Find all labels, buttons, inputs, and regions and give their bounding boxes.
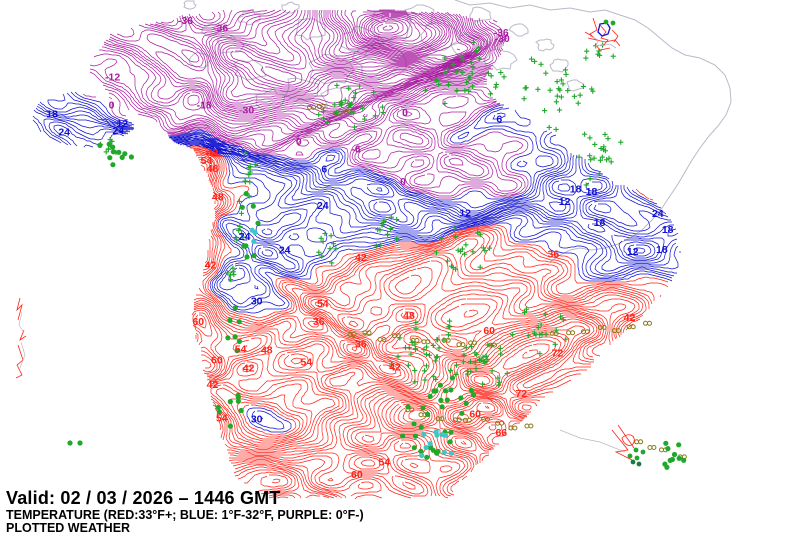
svg-text:0: 0 [402, 107, 408, 119]
svg-text:60: 60 [469, 408, 481, 420]
svg-text:-18: -18 [197, 99, 212, 111]
svg-text:54: 54 [216, 413, 228, 425]
svg-text:24: 24 [652, 208, 664, 220]
svg-text:24: 24 [317, 200, 329, 212]
svg-text:48: 48 [261, 344, 273, 356]
svg-text:36: 36 [355, 338, 367, 350]
svg-text:60: 60 [483, 325, 495, 337]
svg-text:-36: -36 [213, 23, 228, 35]
svg-text:18: 18 [570, 184, 582, 196]
svg-text:36: 36 [313, 316, 325, 328]
svg-text:12: 12 [559, 196, 571, 208]
svg-text:24: 24 [239, 231, 251, 243]
svg-text:18: 18 [594, 217, 606, 229]
svg-text:42: 42 [205, 260, 217, 272]
svg-text:72: 72 [515, 388, 527, 400]
svg-text:0: 0 [296, 136, 302, 148]
svg-text:42: 42 [389, 361, 401, 373]
svg-text:42: 42 [207, 379, 219, 391]
svg-text:60: 60 [211, 354, 223, 366]
svg-text:24: 24 [112, 125, 124, 137]
svg-text:60: 60 [351, 469, 363, 481]
svg-text:24: 24 [279, 245, 291, 257]
svg-text:48: 48 [212, 192, 224, 204]
svg-text:42: 42 [243, 362, 255, 374]
svg-text:42: 42 [624, 312, 636, 324]
svg-text:-30: -30 [495, 33, 510, 45]
svg-text:6: 6 [321, 164, 327, 176]
svg-text:72: 72 [552, 347, 564, 359]
svg-text:54: 54 [301, 356, 313, 368]
svg-text:12: 12 [627, 246, 639, 258]
svg-text:6: 6 [496, 114, 502, 126]
svg-text:12: 12 [459, 208, 471, 220]
svg-text:48: 48 [403, 310, 415, 322]
svg-text:18: 18 [586, 186, 598, 198]
svg-text:30: 30 [251, 296, 263, 308]
svg-text:54: 54 [317, 298, 329, 310]
svg-text:36: 36 [548, 248, 560, 260]
svg-text:18: 18 [46, 109, 58, 121]
svg-text:18: 18 [656, 244, 668, 256]
svg-text:66: 66 [495, 427, 507, 439]
svg-text:0: 0 [400, 176, 406, 188]
svg-text:54: 54 [235, 344, 247, 356]
svg-text:0: 0 [109, 99, 115, 111]
svg-text:42: 42 [355, 252, 367, 264]
svg-text:-12: -12 [105, 71, 120, 83]
svg-text:30: 30 [251, 414, 263, 426]
svg-text:18: 18 [662, 224, 674, 236]
svg-text:-30: -30 [239, 104, 254, 116]
svg-text:54: 54 [201, 155, 213, 167]
svg-text:-6: -6 [351, 144, 360, 156]
svg-text:-36: -36 [178, 15, 193, 27]
svg-text:60: 60 [192, 316, 204, 328]
svg-text:54: 54 [378, 457, 390, 469]
svg-text:24: 24 [58, 126, 70, 138]
